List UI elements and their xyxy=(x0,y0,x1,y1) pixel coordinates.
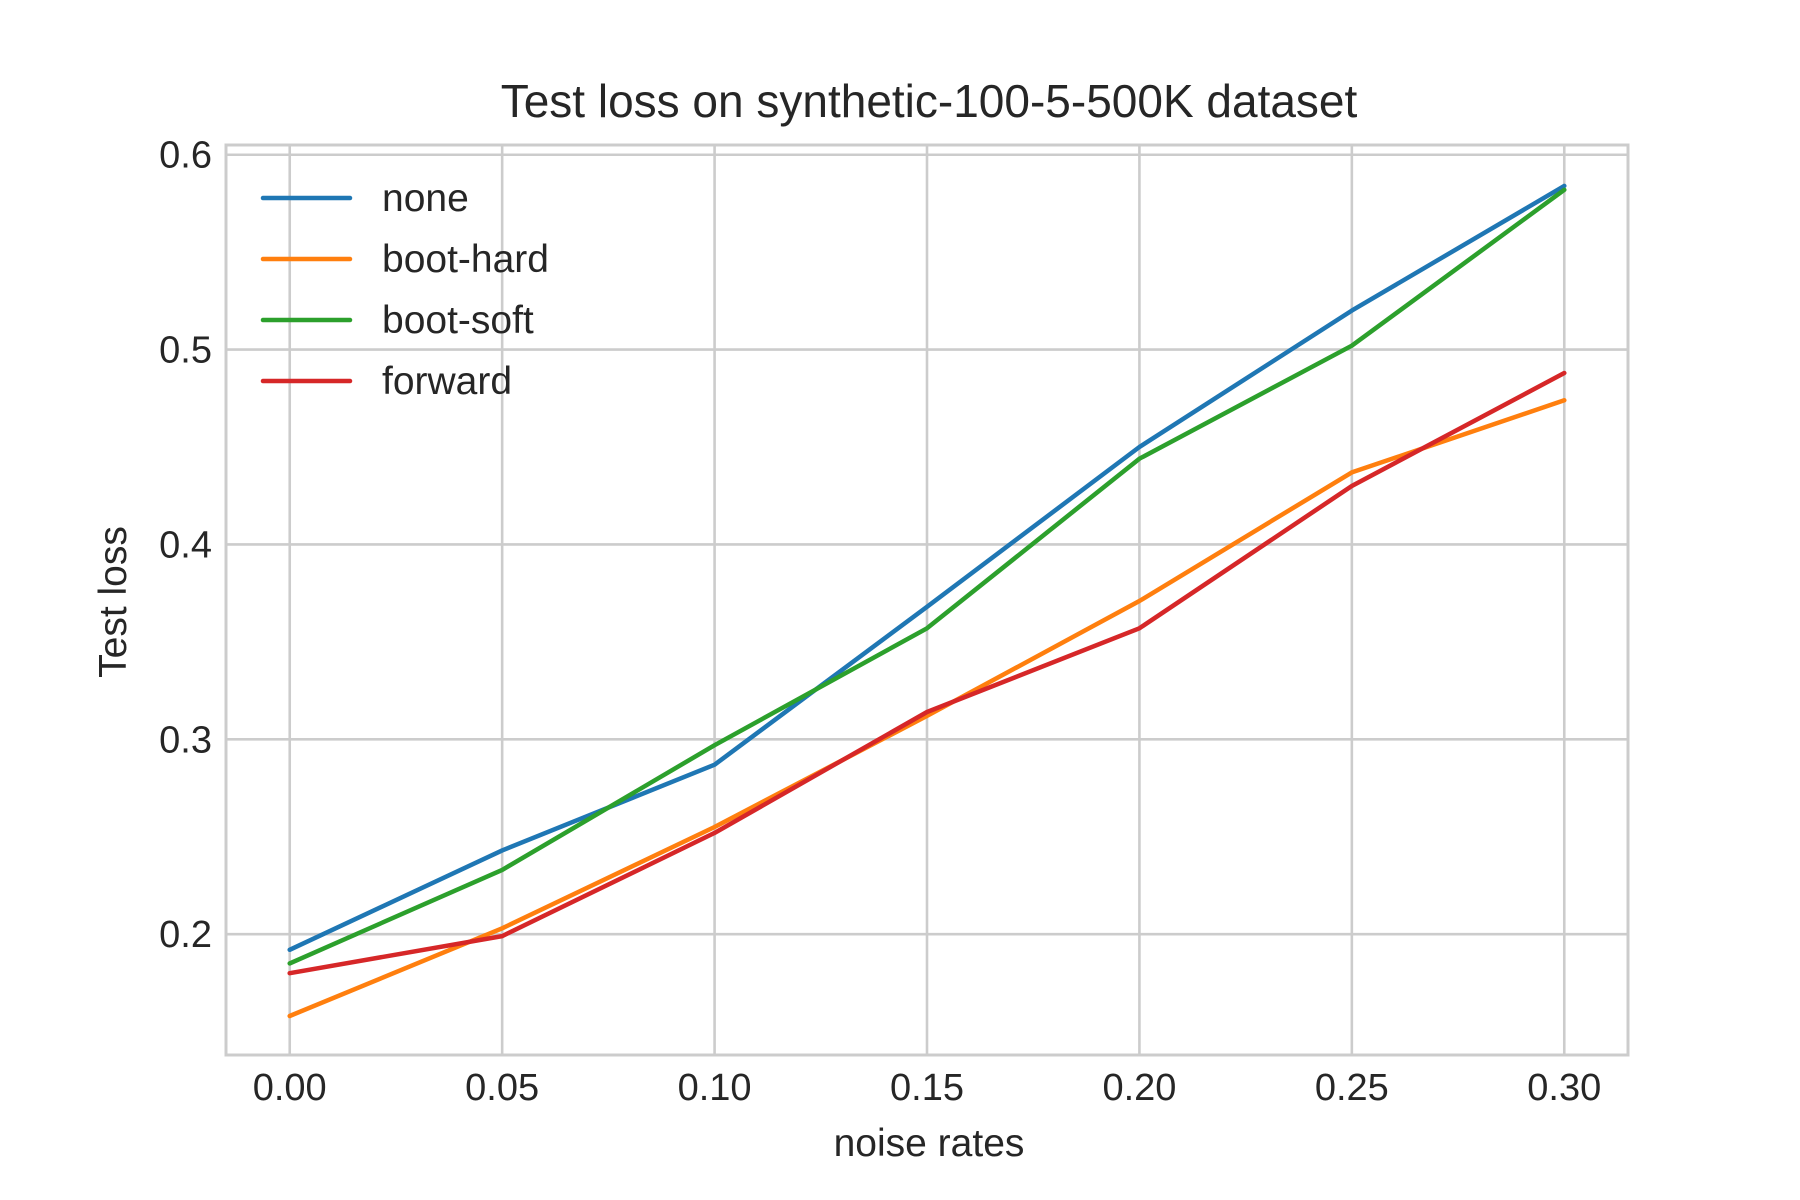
x-tick-label: 0.00 xyxy=(253,1067,327,1109)
legend-label-forward: forward xyxy=(382,360,512,403)
y-axis-label: Test loss xyxy=(92,526,135,678)
y-tick-label: 0.3 xyxy=(159,719,212,761)
series-line-none xyxy=(287,183,1567,953)
series-line-forward xyxy=(287,370,1567,976)
y-grid xyxy=(226,153,1628,936)
x-tick-label: 0.20 xyxy=(1102,1067,1176,1109)
series-line-boot-soft xyxy=(287,187,1567,966)
y-tick-label: 0.6 xyxy=(159,135,212,177)
legend-label-none: none xyxy=(382,177,469,220)
x-axis-label: noise rates xyxy=(834,1122,1025,1165)
x-tick-label: 0.25 xyxy=(1315,1067,1389,1109)
series-lines xyxy=(287,183,1567,1019)
x-tick-label: 0.10 xyxy=(678,1067,752,1109)
plot-frame xyxy=(224,143,1630,1057)
legend: none boot-hard boot-soft forward xyxy=(260,177,549,403)
legend-label-boot-hard: boot-hard xyxy=(382,238,549,281)
x-tick-label: 0.30 xyxy=(1527,1067,1601,1109)
x-tick-labels: 0.00 0.05 0.10 0.15 0.20 0.25 0.30 xyxy=(253,1067,1602,1109)
series-line-boot-hard xyxy=(287,398,1567,1019)
legend-label-boot-soft: boot-soft xyxy=(382,299,534,342)
chart-title: Test loss on synthetic-100-5-500K datase… xyxy=(501,75,1358,127)
x-tick-label: 0.05 xyxy=(465,1067,539,1109)
x-tick-label: 0.15 xyxy=(890,1067,964,1109)
y-tick-label: 0.2 xyxy=(159,914,212,956)
y-tick-label: 0.5 xyxy=(159,330,212,372)
y-tick-label: 0.4 xyxy=(159,524,212,566)
y-tick-labels: 0.2 0.3 0.4 0.5 0.6 xyxy=(159,135,212,956)
